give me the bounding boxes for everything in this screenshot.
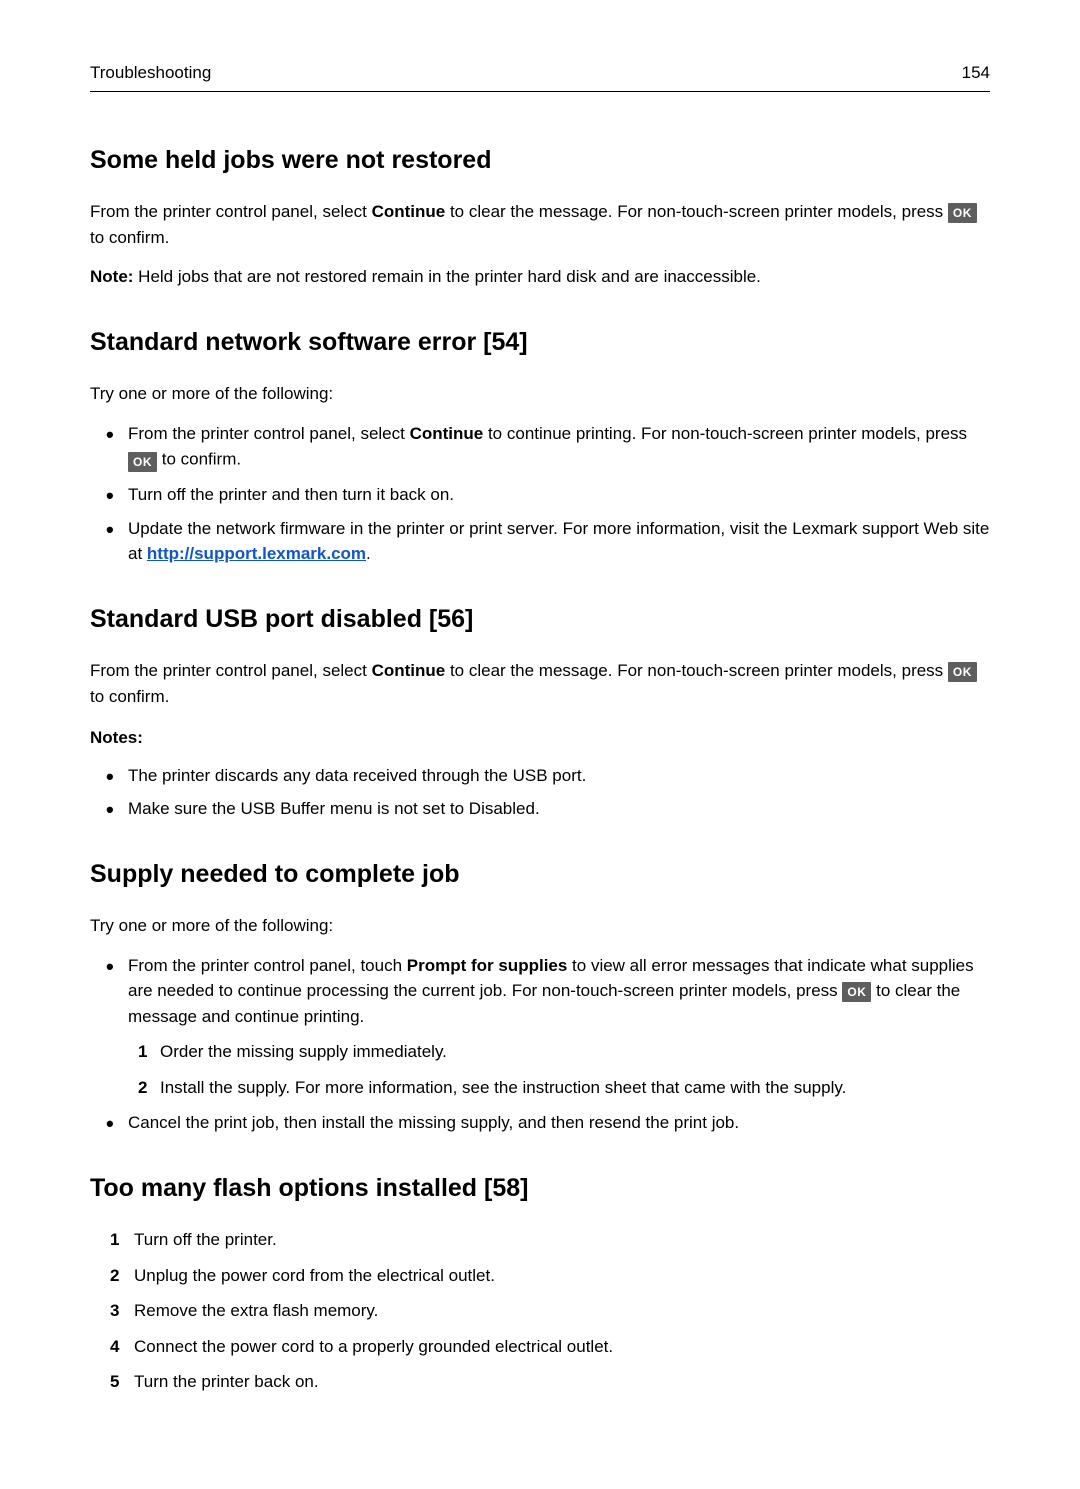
- ok-icon: OK: [948, 662, 977, 682]
- list-item: Make sure the USB Buffer menu is not set…: [122, 796, 990, 822]
- list-item: Update the network firmware in the print…: [122, 516, 990, 567]
- list-item: From the printer control panel, touch Pr…: [122, 953, 990, 1101]
- section-title: Some held jobs were not restored: [90, 142, 990, 180]
- section-flash-options: Too many flash options installed [58] Tu…: [90, 1170, 990, 1395]
- list-item: Turn the printer back on.: [126, 1369, 990, 1395]
- ok-icon: OK: [948, 203, 977, 223]
- section-title: Standard USB port disabled [56]: [90, 601, 990, 639]
- sub-steps: Order the missing supply immediately. In…: [128, 1039, 990, 1100]
- section-held-jobs: Some held jobs were not restored From th…: [90, 142, 990, 290]
- list-item: From the printer control panel, select C…: [122, 421, 990, 475]
- intro-text: Try one or more of the following:: [90, 381, 990, 407]
- list-item: Install the supply. For more information…: [152, 1075, 990, 1101]
- list-item: Unplug the power cord from the electrica…: [126, 1263, 990, 1289]
- section-network-error: Standard network software error [54] Try…: [90, 324, 990, 567]
- section-title: Too many flash options installed [58]: [90, 1170, 990, 1208]
- header-title: Troubleshooting: [90, 60, 211, 86]
- body-text: From the printer control panel, select C…: [90, 658, 990, 709]
- list-item: The printer discards any data received t…: [122, 763, 990, 789]
- notes-label: Notes:: [90, 725, 990, 751]
- list-item: Turn off the printer.: [126, 1227, 990, 1253]
- body-text: From the printer control panel, select C…: [90, 199, 990, 250]
- page-header: Troubleshooting 154: [90, 60, 990, 92]
- section-usb-disabled: Standard USB port disabled [56] From the…: [90, 601, 990, 822]
- list-item: Cancel the print job, then install the m…: [122, 1110, 990, 1136]
- support-link[interactable]: http://support.lexmark.com: [147, 544, 366, 563]
- list-item: Connect the power cord to a properly gro…: [126, 1334, 990, 1360]
- bullet-list: From the printer control panel, select C…: [90, 421, 990, 567]
- section-title: Supply needed to complete job: [90, 856, 990, 894]
- list-item: Order the missing supply immediately.: [152, 1039, 990, 1065]
- list-item: Remove the extra flash memory.: [126, 1298, 990, 1324]
- note-text: Note: Held jobs that are not restored re…: [90, 264, 990, 290]
- numbered-list: Turn off the printer. Unplug the power c…: [90, 1227, 990, 1395]
- list-item: Turn off the printer and then turn it ba…: [122, 482, 990, 508]
- page-number: 154: [962, 60, 990, 86]
- section-supply-needed: Supply needed to complete job Try one or…: [90, 856, 990, 1136]
- ok-icon: OK: [842, 982, 871, 1002]
- intro-text: Try one or more of the following:: [90, 913, 990, 939]
- bullet-list: From the printer control panel, touch Pr…: [90, 953, 990, 1136]
- section-title: Standard network software error [54]: [90, 324, 990, 362]
- notes-list: The printer discards any data received t…: [90, 763, 990, 822]
- ok-icon: OK: [128, 452, 157, 472]
